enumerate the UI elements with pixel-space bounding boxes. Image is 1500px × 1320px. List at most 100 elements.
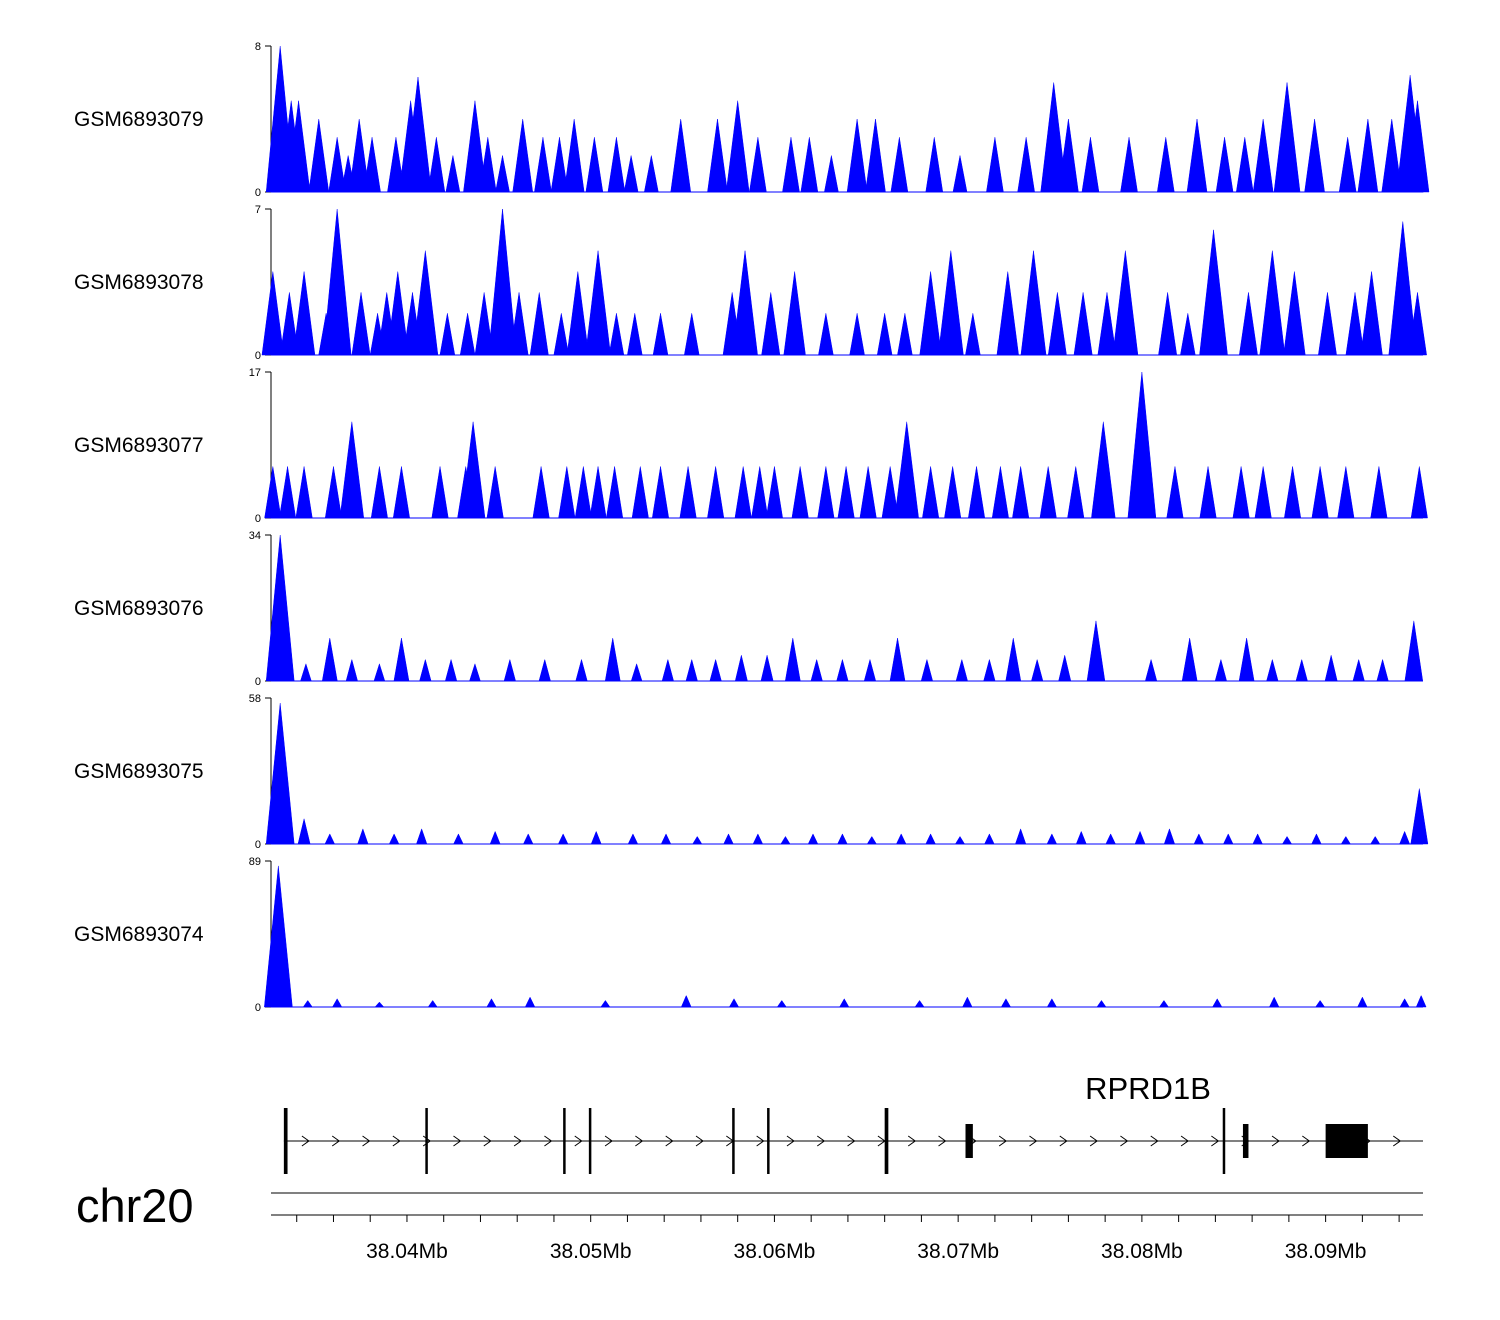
signal-peak [512, 118, 533, 193]
signal-peak [1156, 137, 1175, 193]
signal-peak [784, 638, 801, 682]
x-tick-label: 38.07Mb [917, 1240, 999, 1263]
signal-peak [1399, 830, 1411, 845]
signal-peak [339, 421, 365, 519]
signal-peak [1324, 655, 1338, 682]
chromosome-label: chr20 [76, 1179, 194, 1232]
signal-peak [453, 833, 464, 845]
signal-peak [920, 658, 934, 682]
strand-arrow-icon [1211, 1135, 1220, 1147]
signal-peak [302, 999, 313, 1008]
signal-peak [922, 466, 940, 519]
signal-peak [725, 100, 750, 193]
signal-peak [1212, 998, 1223, 1008]
signal-peak [589, 466, 607, 519]
strand-arrow-icon [1059, 1135, 1068, 1147]
signal-peak [566, 271, 589, 356]
strand-arrow-icon [1089, 1135, 1098, 1147]
signal-peak [732, 250, 758, 356]
signal-peak [297, 818, 311, 845]
signal-peak [370, 466, 388, 519]
exon-block [588, 1108, 592, 1174]
signal-peak [1166, 466, 1184, 519]
signal-peak [749, 137, 767, 193]
track-GSM6893078: GSM6893078 7 0 [74, 204, 1427, 362]
signal-peak [1381, 118, 1403, 193]
signal-peak [890, 137, 909, 193]
signal-peak [783, 271, 806, 356]
signal-peak [865, 118, 886, 193]
y-tick-label-max: 7 [255, 204, 261, 216]
signal-peak [817, 466, 835, 519]
strand-arrow-icon [998, 1135, 1008, 1147]
y-tick-label-min: 0 [255, 839, 261, 851]
strand-arrow-icon [544, 1135, 553, 1147]
signal-peak [728, 998, 740, 1008]
signal-peak [866, 835, 877, 845]
track-label: GSM6893075 [74, 760, 204, 783]
strand-arrow-icon [938, 1135, 947, 1147]
y-tick-label-min: 0 [255, 513, 261, 525]
signal-peak [895, 833, 907, 845]
signal-peak [1352, 658, 1365, 682]
signal-peak [300, 662, 312, 682]
signal-peak [685, 658, 698, 682]
signal-peak [1144, 658, 1158, 682]
signal-peak [1031, 658, 1044, 682]
signal-peak [1232, 466, 1250, 519]
signal-peak [264, 466, 282, 519]
signal-peak [723, 833, 734, 845]
signal-peak [894, 421, 919, 519]
signal-peak [1223, 833, 1234, 845]
signal-peak [558, 466, 576, 519]
signal-peak [489, 830, 501, 845]
signal-peak [585, 250, 611, 356]
exon-block [283, 1108, 288, 1174]
signal-peak [1181, 638, 1198, 682]
signal-peak [1186, 118, 1208, 193]
signal-peak [1199, 466, 1217, 519]
signal-peak [983, 658, 996, 682]
signal-peak [439, 313, 456, 356]
signal-peak [387, 137, 405, 193]
signal-peak [1015, 828, 1027, 845]
signal-peak [968, 466, 986, 519]
signal-peak [1337, 466, 1355, 519]
signal-peak [765, 466, 783, 519]
exon-block [767, 1108, 770, 1174]
signal-peak [486, 998, 497, 1008]
signal-peak [488, 208, 517, 356]
signal-peak [1193, 833, 1205, 845]
strand-arrow-icon [756, 1135, 765, 1147]
gene-label: RPRD1B [1085, 1071, 1211, 1106]
signal-peak [925, 833, 936, 845]
signal-peak [553, 313, 570, 356]
signal-peak [680, 994, 692, 1008]
signal-peak [1158, 292, 1178, 356]
gene-track: RPRD1B [283, 1071, 1423, 1174]
signal-peak [824, 155, 839, 193]
signal-peak [1311, 833, 1322, 845]
signal-peak [1058, 118, 1079, 193]
signal-peak [1096, 999, 1107, 1008]
strand-arrow-icon [1150, 1135, 1159, 1147]
signal-peak [1408, 292, 1427, 356]
x-tick-label: 38.08Mb [1101, 1240, 1183, 1263]
signal-peak [1000, 998, 1012, 1008]
signal-peak [1281, 835, 1293, 845]
signal-peak [954, 835, 966, 845]
signal-peak [881, 466, 899, 519]
exon-block [732, 1108, 735, 1174]
signal-peak [876, 313, 893, 356]
signal-peak [1357, 996, 1368, 1008]
signal-peak [292, 271, 316, 356]
signal-peak [818, 313, 834, 356]
signal-peak [1047, 292, 1067, 356]
signal-peak [919, 271, 942, 356]
strand-arrow-icon [665, 1135, 674, 1147]
signal-peak [509, 292, 529, 356]
signal-peak [1180, 313, 1196, 356]
signal-peak [1283, 271, 1306, 356]
signal-peak [1238, 638, 1255, 682]
signal-peak [351, 292, 371, 356]
